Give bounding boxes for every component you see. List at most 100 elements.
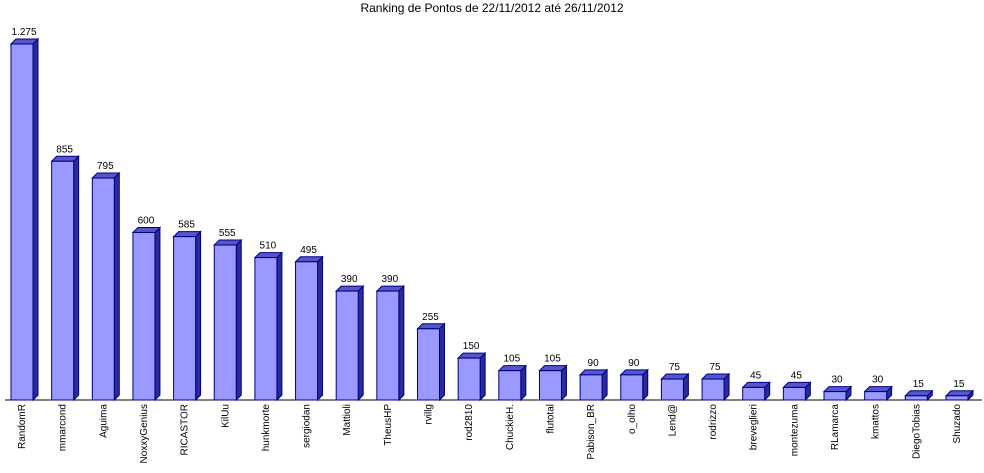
value-label: 510 [260,241,277,252]
value-label: 105 [503,354,520,365]
value-label: 390 [341,274,358,285]
value-label: 495 [300,245,317,256]
value-label: 75 [669,362,681,373]
bar [701,378,725,401]
x-tick-label: Mattioli [342,404,353,436]
value-label: 855 [56,144,73,155]
bar-top [822,386,853,393]
bar [254,257,278,401]
x-tick-label: hunkmorte [261,404,272,452]
bar-side [113,171,120,402]
bar-side [479,351,486,402]
bar [864,391,888,401]
bar-top [782,381,812,388]
bar-top [9,38,40,45]
bar [295,261,319,401]
bar [742,386,766,401]
bar [417,328,440,401]
bar-side [398,284,405,402]
bar [904,395,928,401]
x-tick-label: rodrizzo [708,404,719,440]
x-tick-label: DiegoTobias [911,404,922,459]
x-tick-label: KilUu [220,404,231,428]
bar-top [456,352,487,359]
value-label: 15 [953,379,965,390]
x-tick-label: RLamarca [830,404,841,451]
bar-top [904,390,934,397]
bar-side [235,238,242,402]
bar [457,357,481,401]
x-tick-label: Aguima [98,404,109,438]
x-tick-label: o_olho [627,404,638,434]
value-label: 30 [831,375,843,386]
x-tick-label: mmarcond [58,404,69,451]
bar-side [276,251,283,402]
x-tick-label: RICASTOR [180,404,191,456]
bar-side [195,230,202,402]
bar-top [741,381,771,388]
value-label: 600 [138,215,155,226]
value-label: 585 [178,220,195,231]
bar-top [91,172,121,179]
bar-top [944,390,975,397]
bar-side [73,155,80,402]
bar-side [317,255,324,402]
x-tick-label: Lend@ [667,404,678,436]
bar [10,43,34,401]
x-tick-label: rvillg [424,404,435,425]
bar [579,374,603,401]
x-tick-label: breveglieri [749,404,760,450]
x-tick-label: TheusHP [383,404,394,446]
value-label: 1.275 [11,27,36,38]
bar [620,374,644,401]
bar-top [863,386,893,393]
value-label: 75 [709,362,721,373]
bar-top [619,369,649,376]
bar-side [154,226,161,402]
x-tick-label: ChuckieH. [505,404,516,450]
bar-top [416,323,446,330]
bar [91,177,115,401]
bar-top [294,256,324,263]
x-tick-label: Pabison_BR [586,404,597,460]
bar-top [131,226,162,233]
value-label: 90 [628,358,640,369]
value-label: 255 [422,312,439,323]
x-tick-label: montezuma [789,404,800,457]
value-label: 30 [872,375,884,386]
bar-side [439,322,445,402]
value-label: 15 [913,379,925,390]
value-label: 105 [544,354,561,365]
bar [945,395,969,401]
bar [376,290,400,401]
bar-side [560,364,567,402]
value-label: 90 [588,358,600,369]
x-tick-label: RandomR [17,404,28,449]
value-label: 390 [382,274,399,285]
bar [51,160,75,401]
bar [823,391,847,401]
value-label: 150 [463,341,480,352]
bar [538,370,562,401]
x-tick-label: NoxxyGenius [139,404,150,463]
x-tick-label: rod2810 [464,404,475,441]
bar-top [213,239,243,246]
bar-top [253,252,284,259]
bar-top [50,155,80,162]
bar-top [334,285,365,292]
bar-top [538,365,568,372]
x-tick-label: flutotal [545,404,556,433]
value-label: 45 [791,370,803,381]
x-tick-label: Shuzado [952,404,963,444]
bar [173,236,197,401]
bar-top [578,369,609,376]
bar-side [32,37,39,402]
value-label: 555 [219,228,236,239]
bar [132,231,156,401]
x-tick-label: sergiodan [302,404,313,448]
bar [660,378,684,401]
bar-side [520,364,527,402]
bar-top [700,373,731,380]
chart-title: Ranking de Pontos de 22/11/2012 até 26/1… [360,1,623,15]
